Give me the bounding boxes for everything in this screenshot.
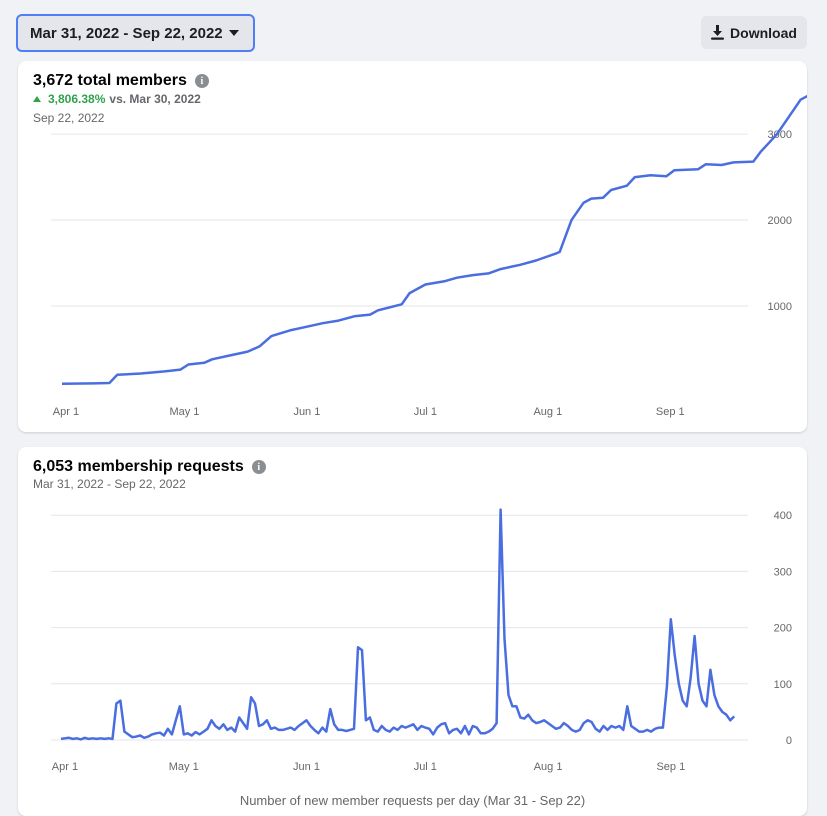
download-button[interactable]: Download bbox=[701, 16, 807, 49]
change-percent: 3,806.38% bbox=[48, 92, 106, 106]
x-tick-label: Sep 1 bbox=[656, 406, 685, 418]
requests-date-range: Mar 31, 2022 - Sep 22, 2022 bbox=[33, 477, 186, 491]
x-tick-label: Apr 1 bbox=[53, 406, 79, 418]
members-change: 3,806.38% vs. Mar 30, 2022 bbox=[33, 92, 201, 106]
date-range-dropdown[interactable]: Mar 31, 2022 - Sep 22, 2022 bbox=[16, 14, 255, 52]
y-tick-label: 1000 bbox=[768, 301, 792, 313]
chart-footnote: Number of new member requests per day (M… bbox=[239, 793, 586, 808]
x-tick-label: Sep 1 bbox=[656, 761, 685, 773]
y-tick-label: 400 bbox=[774, 510, 792, 522]
y-tick-label: 0 bbox=[786, 735, 792, 747]
download-label: Download bbox=[730, 24, 797, 41]
chevron-down-icon bbox=[229, 30, 239, 36]
x-tick-label: Jul 1 bbox=[414, 406, 437, 418]
y-tick-label: 2000 bbox=[768, 215, 792, 227]
y-tick-label: 100 bbox=[774, 679, 792, 691]
x-tick-label: Jul 1 bbox=[414, 761, 437, 773]
x-tick-label: May 1 bbox=[169, 406, 199, 418]
series-line bbox=[60, 508, 736, 741]
x-tick-label: Jun 1 bbox=[293, 406, 320, 418]
x-tick-label: Aug 1 bbox=[533, 406, 562, 418]
change-comparison: vs. Mar 30, 2022 bbox=[109, 92, 201, 106]
membership-requests-card: 6,053 membership requests i Mar 31, 2022… bbox=[18, 447, 807, 816]
total-members-card: 3,672 total members i 3,806.38% vs. Mar … bbox=[18, 61, 807, 432]
date-range-label: Mar 31, 2022 - Sep 22, 2022 bbox=[30, 24, 223, 42]
membership-requests-chart: 0 100 200 300 400 Apr 1 May 1 Jun 1 Jul 1 Aug 1 Se… bbox=[51, 508, 792, 773]
download-icon bbox=[711, 25, 725, 40]
membership-requests-title: 6,053 membership requests bbox=[33, 458, 244, 475]
y-tick-label: 300 bbox=[774, 566, 792, 578]
x-tick-label: Apr 1 bbox=[52, 761, 78, 773]
series-line bbox=[61, 94, 807, 386]
y-tick-label: 200 bbox=[774, 623, 792, 635]
x-tick-label: Jun 1 bbox=[293, 761, 320, 773]
total-members-title: 3,672 total members bbox=[33, 72, 187, 89]
info-icon[interactable]: i bbox=[251, 460, 266, 474]
up-arrow-icon bbox=[33, 96, 41, 102]
members-date: Sep 22, 2022 bbox=[33, 111, 105, 125]
x-tick-label: May 1 bbox=[169, 761, 199, 773]
info-icon[interactable]: i bbox=[194, 74, 209, 88]
x-tick-label: Aug 1 bbox=[534, 761, 563, 773]
